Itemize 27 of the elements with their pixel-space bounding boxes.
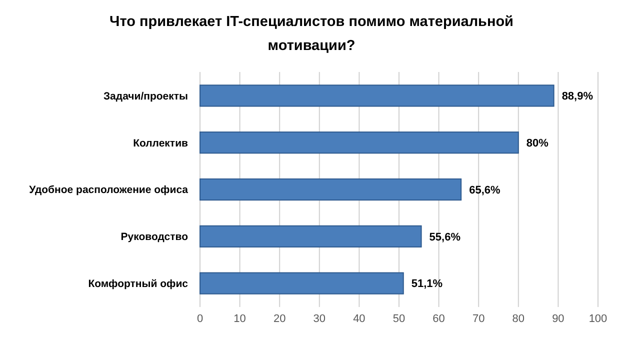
data-label: 65,6% [469, 184, 500, 196]
y-tick-label: Руководство [120, 231, 188, 244]
x-tick-label: 10 [234, 313, 246, 325]
data-label: 80% [526, 137, 549, 150]
x-tick-label: 40 [353, 313, 366, 325]
bar [200, 132, 519, 154]
y-tick-label: Комфортный офис [88, 278, 188, 290]
y-tick-label: Задачи/проекты [103, 90, 188, 102]
x-tick-label: 80 [512, 313, 525, 325]
data-label: 55,6% [429, 231, 461, 244]
bar [200, 178, 462, 201]
x-tick-label: 20 [273, 313, 286, 325]
x-tick-label: 30 [313, 313, 326, 325]
x-tick-label: 0 [196, 313, 204, 325]
bar [200, 272, 404, 294]
x-tick-label: 50 [392, 313, 406, 325]
x-tick-label: 70 [472, 313, 485, 325]
y-tick-label: Удобное расположение офиса [29, 184, 188, 196]
bar [200, 225, 422, 248]
x-tick-label: 100 [588, 313, 608, 325]
x-tick-label: 90 [552, 313, 564, 325]
data-label: 88,9% [562, 90, 594, 103]
bar [200, 84, 554, 107]
chart-title: Что привлекает IT-специалистов помимо материальной мотивации? [110, 14, 514, 54]
y-tick-label: Коллектив [133, 137, 189, 150]
data-label: 51,1% [411, 278, 443, 290]
x-tick-label: 60 [432, 313, 445, 325]
